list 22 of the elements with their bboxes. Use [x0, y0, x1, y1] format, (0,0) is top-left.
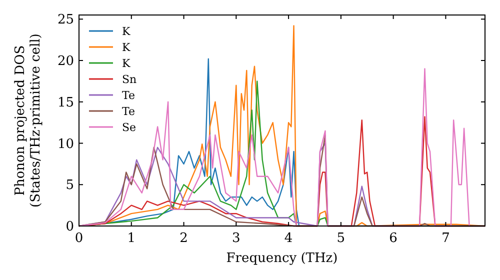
x-axis-title: Frequency (THz) [226, 251, 338, 266]
y-tick-label: 10 [57, 136, 74, 152]
legend-label: Sn [122, 72, 137, 86]
x-tick-label: 3 [232, 231, 240, 246]
legend-label: K [122, 24, 131, 38]
x-tick-label: 7 [442, 231, 450, 246]
legend-label: Te [122, 88, 135, 102]
y-axis-title: Phonon projected DOS (States/THz·primitive cell) [12, 33, 44, 208]
legend-label: Se [122, 120, 136, 134]
y-tick-label: 25 [57, 12, 74, 28]
y-tick-label: 5 [66, 178, 74, 194]
x-tick-label: 2 [180, 231, 188, 246]
x-tick-label: 4 [284, 231, 293, 246]
legend-label: K [122, 56, 131, 70]
y-tick-label: 0 [66, 220, 74, 235]
x-tick-label: 5 [336, 231, 346, 246]
y-tick-label: 20 [57, 54, 74, 70]
x-tick-label: 1 [127, 231, 136, 246]
x-tick-label: 6 [389, 231, 398, 246]
y-tick-label: 15 [57, 95, 74, 110]
legend-label: K [122, 40, 131, 54]
legend-label: Te [122, 104, 135, 118]
